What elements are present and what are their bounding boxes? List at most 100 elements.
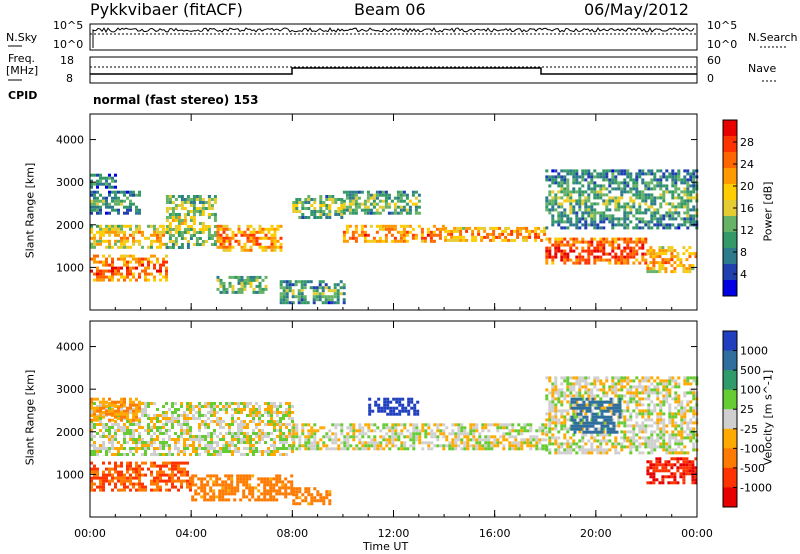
- heatmap-cell: [575, 376, 579, 380]
- heatmap-cell: [398, 403, 402, 407]
- heatmap-cell: [374, 403, 378, 407]
- heatmap-cell: [96, 173, 99, 177]
- heatmap-cell: [650, 442, 654, 446]
- heatmap-cell: [180, 195, 184, 198]
- heatmap-cell: [623, 436, 627, 440]
- heatmap-cell: [213, 219, 217, 222]
- heatmap-cell: [198, 438, 201, 441]
- heatmap-cell: [692, 172, 696, 176]
- heatmap-cell: [177, 213, 181, 216]
- heatmap-cell: [602, 439, 606, 443]
- heatmap-cell: [602, 388, 606, 392]
- heatmap-cell: [117, 233, 120, 237]
- heatmap-cell: [331, 195, 335, 198]
- heatmap-cell: [117, 405, 120, 408]
- heatmap-cell: [465, 238, 469, 242]
- heatmap-cell: [240, 290, 244, 294]
- freq-panel-frame: [89, 56, 698, 84]
- heatmap-cell: [189, 429, 192, 432]
- heatmap-cell: [563, 211, 567, 215]
- heatmap-cell: [453, 226, 457, 230]
- heatmap-cell: [593, 439, 597, 443]
- heatmap-cell: [165, 453, 168, 456]
- heatmap-cell: [186, 402, 189, 405]
- heatmap-cell: [557, 391, 561, 395]
- heatmap-cell: [460, 447, 464, 451]
- heatmap-cell: [174, 420, 177, 423]
- heatmap-cell: [298, 216, 302, 219]
- heatmap-cell: [120, 447, 123, 450]
- heatmap-cell: [626, 382, 630, 386]
- heatmap-cell: [108, 275, 111, 279]
- heatmap-cell: [400, 444, 404, 448]
- heatmap-cell: [692, 406, 696, 410]
- heatmap-cell: [93, 199, 96, 203]
- heatmap-cell: [614, 181, 618, 185]
- heatmap-cell: [538, 447, 542, 451]
- heatmap-cell: [587, 394, 591, 398]
- heatmap-cell: [221, 480, 225, 484]
- heatmap-cell: [635, 190, 639, 194]
- heatmap-cell: [99, 176, 102, 180]
- heatmap-cell: [333, 295, 337, 299]
- heatmap-cell: [201, 210, 205, 213]
- heatmap-cell: [285, 438, 288, 441]
- heatmap-cell: [575, 199, 579, 203]
- heatmap-cell: [623, 261, 627, 265]
- heatmap-cell: [674, 172, 678, 176]
- heatmap-cell: [105, 269, 108, 273]
- heatmap-cell: [204, 405, 207, 408]
- heatmap-cell: [548, 193, 552, 197]
- heatmap-cell: [285, 423, 288, 426]
- heatmap-cell: [680, 196, 684, 200]
- heatmap-cell: [548, 418, 552, 422]
- heatmap-cell: [102, 176, 105, 180]
- heatmap-cell: [138, 488, 141, 492]
- heatmap-cell: [584, 208, 588, 212]
- heatmap-cell: [646, 267, 650, 271]
- heatmap-cell: [147, 224, 150, 228]
- heatmap-cell: [557, 196, 561, 200]
- heatmap-cell: [225, 450, 228, 453]
- heatmap-cell: [269, 477, 273, 481]
- heatmap-cell: [408, 211, 412, 215]
- heatmap-cell: [566, 243, 570, 247]
- heatmap-cell: [240, 411, 243, 414]
- heatmap-cell: [366, 205, 370, 209]
- heatmap-cell: [591, 415, 595, 419]
- heatmap-cell: [260, 498, 264, 502]
- heatmap-cell: [659, 184, 663, 188]
- heatmap-cell: [266, 492, 270, 496]
- heatmap-cell: [96, 432, 99, 435]
- heatmap-cell: [123, 275, 126, 279]
- heatmap-cell: [635, 211, 639, 215]
- heatmap-cell: [135, 193, 138, 197]
- heatmap-cell: [593, 211, 597, 215]
- heatmap-cell: [658, 255, 662, 259]
- heatmap-cell: [240, 284, 244, 288]
- heatmap-cell: [396, 239, 400, 243]
- heatmap-cell: [288, 286, 292, 290]
- heatmap-cell: [102, 473, 105, 477]
- heatmap-cell: [617, 442, 621, 446]
- heatmap-cell: [349, 426, 353, 430]
- heatmap-cell: [376, 426, 380, 430]
- heatmap-cell: [386, 400, 390, 404]
- heatmap-cell: [285, 402, 288, 405]
- heatmap-cell: [384, 202, 388, 206]
- heatmap-cell: [602, 240, 606, 244]
- heatmap-cell: [534, 229, 538, 233]
- heatmap-cell: [671, 169, 675, 173]
- heatmap-cell: [219, 447, 222, 450]
- heatmap-cell: [594, 400, 598, 404]
- heatmap-cell: [581, 184, 585, 188]
- heatmap-cell: [102, 403, 105, 407]
- heatmap-cell: [219, 438, 222, 441]
- heatmap-cell: [144, 444, 147, 447]
- heatmap-cell: [656, 433, 660, 437]
- heatmap-cell: [548, 255, 552, 259]
- heatmap-cell: [297, 298, 301, 302]
- heatmap-cell: [177, 447, 180, 450]
- heatmap-cell: [201, 438, 204, 441]
- heatmap-cell: [141, 426, 144, 429]
